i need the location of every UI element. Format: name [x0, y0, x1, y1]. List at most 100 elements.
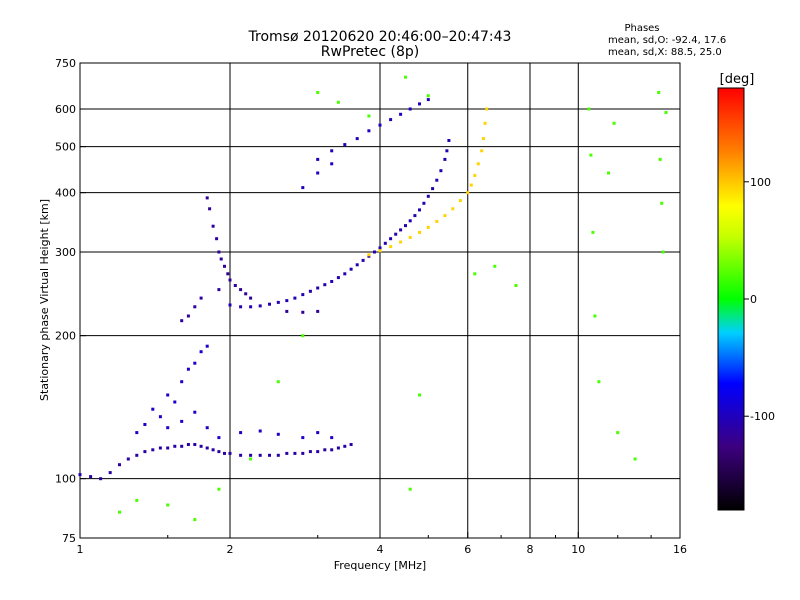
- data-point: [173, 444, 177, 448]
- data-point: [633, 457, 637, 461]
- data-point: [276, 432, 280, 436]
- data-point: [215, 237, 219, 241]
- data-point: [217, 450, 221, 454]
- y-tick-label: 100: [55, 473, 76, 486]
- data-point: [378, 246, 382, 250]
- data-point: [293, 451, 297, 455]
- data-point: [399, 228, 403, 232]
- data-point: [591, 230, 595, 234]
- y-tick-label: 750: [55, 57, 76, 70]
- data-point: [249, 453, 253, 457]
- data-point: [301, 451, 305, 455]
- data-point: [435, 219, 439, 223]
- data-point: [308, 450, 312, 454]
- data-point: [89, 475, 93, 479]
- data-point: [239, 305, 243, 309]
- data-point: [186, 367, 190, 371]
- x-tick-label: 6: [464, 543, 471, 556]
- data-point: [285, 309, 289, 313]
- data-point: [589, 153, 593, 157]
- data-point: [173, 400, 177, 404]
- data-point: [336, 446, 340, 450]
- x-tick-label: 16: [673, 543, 687, 556]
- data-point: [426, 98, 430, 102]
- data-point: [180, 419, 184, 423]
- data-point: [493, 264, 497, 268]
- data-point: [228, 451, 232, 455]
- data-point: [418, 102, 421, 106]
- data-point: [597, 380, 601, 384]
- data-point: [435, 178, 439, 182]
- data-point: [143, 450, 147, 454]
- data-point: [330, 162, 334, 166]
- data-point: [389, 237, 393, 241]
- data-point: [316, 309, 320, 313]
- data-point: [217, 250, 221, 254]
- data-point: [408, 235, 412, 239]
- data-point: [217, 436, 221, 440]
- data-point: [301, 186, 305, 190]
- data-point: [612, 121, 616, 125]
- data-point: [657, 91, 661, 94]
- data-point: [485, 107, 489, 111]
- data-point: [349, 443, 353, 446]
- data-point: [476, 162, 480, 166]
- data-points: [78, 75, 668, 522]
- data-point: [151, 448, 155, 452]
- data-point: [473, 272, 477, 276]
- data-point: [211, 448, 215, 452]
- data-point: [199, 350, 203, 354]
- data-point: [431, 187, 435, 191]
- data-point: [205, 344, 209, 348]
- data-point: [480, 149, 484, 153]
- data-point: [244, 292, 248, 296]
- data-point: [293, 296, 297, 300]
- data-point: [330, 448, 334, 452]
- data-point: [426, 225, 430, 229]
- data-point: [135, 498, 139, 502]
- data-point: [180, 444, 184, 448]
- data-point: [367, 114, 371, 118]
- data-point: [258, 304, 262, 308]
- data-point: [223, 451, 226, 455]
- data-point: [118, 510, 121, 514]
- data-point: [373, 250, 376, 254]
- data-point: [426, 94, 430, 98]
- data-point: [193, 361, 197, 365]
- data-point: [239, 288, 243, 292]
- colorbar-tick-label: 100: [750, 176, 771, 189]
- x-tick-label: 10: [571, 543, 585, 556]
- data-point: [258, 429, 262, 433]
- colorbar-label: [deg]: [720, 72, 755, 87]
- data-point: [593, 314, 597, 318]
- data-point: [208, 207, 212, 211]
- data-point: [249, 296, 253, 300]
- axis-ticks: 1 2 4 6 8 10 16 75 100 200 300 400 500 600 750: [55, 57, 687, 556]
- data-point: [158, 446, 162, 450]
- data-point: [217, 487, 221, 491]
- data-point: [473, 173, 477, 177]
- data-point: [258, 453, 262, 457]
- data-point: [658, 157, 662, 161]
- data-point: [301, 310, 305, 314]
- data-point: [481, 137, 485, 141]
- data-point: [316, 91, 320, 94]
- data-point: [616, 431, 620, 435]
- data-point: [399, 240, 403, 244]
- data-point: [323, 283, 327, 287]
- colorbar-tick-label: -100: [750, 410, 775, 423]
- data-point: [445, 149, 449, 153]
- data-point: [587, 107, 591, 111]
- data-point: [422, 201, 426, 205]
- data-point: [418, 393, 421, 397]
- data-point: [413, 214, 417, 218]
- stats-label: Phases: [624, 23, 659, 34]
- data-point: [228, 303, 232, 307]
- x-tick-label: 4: [377, 543, 384, 556]
- data-point: [226, 272, 230, 276]
- x-tick-label: 2: [227, 543, 234, 556]
- data-point: [439, 169, 443, 173]
- data-point: [660, 201, 664, 205]
- data-point: [458, 199, 462, 203]
